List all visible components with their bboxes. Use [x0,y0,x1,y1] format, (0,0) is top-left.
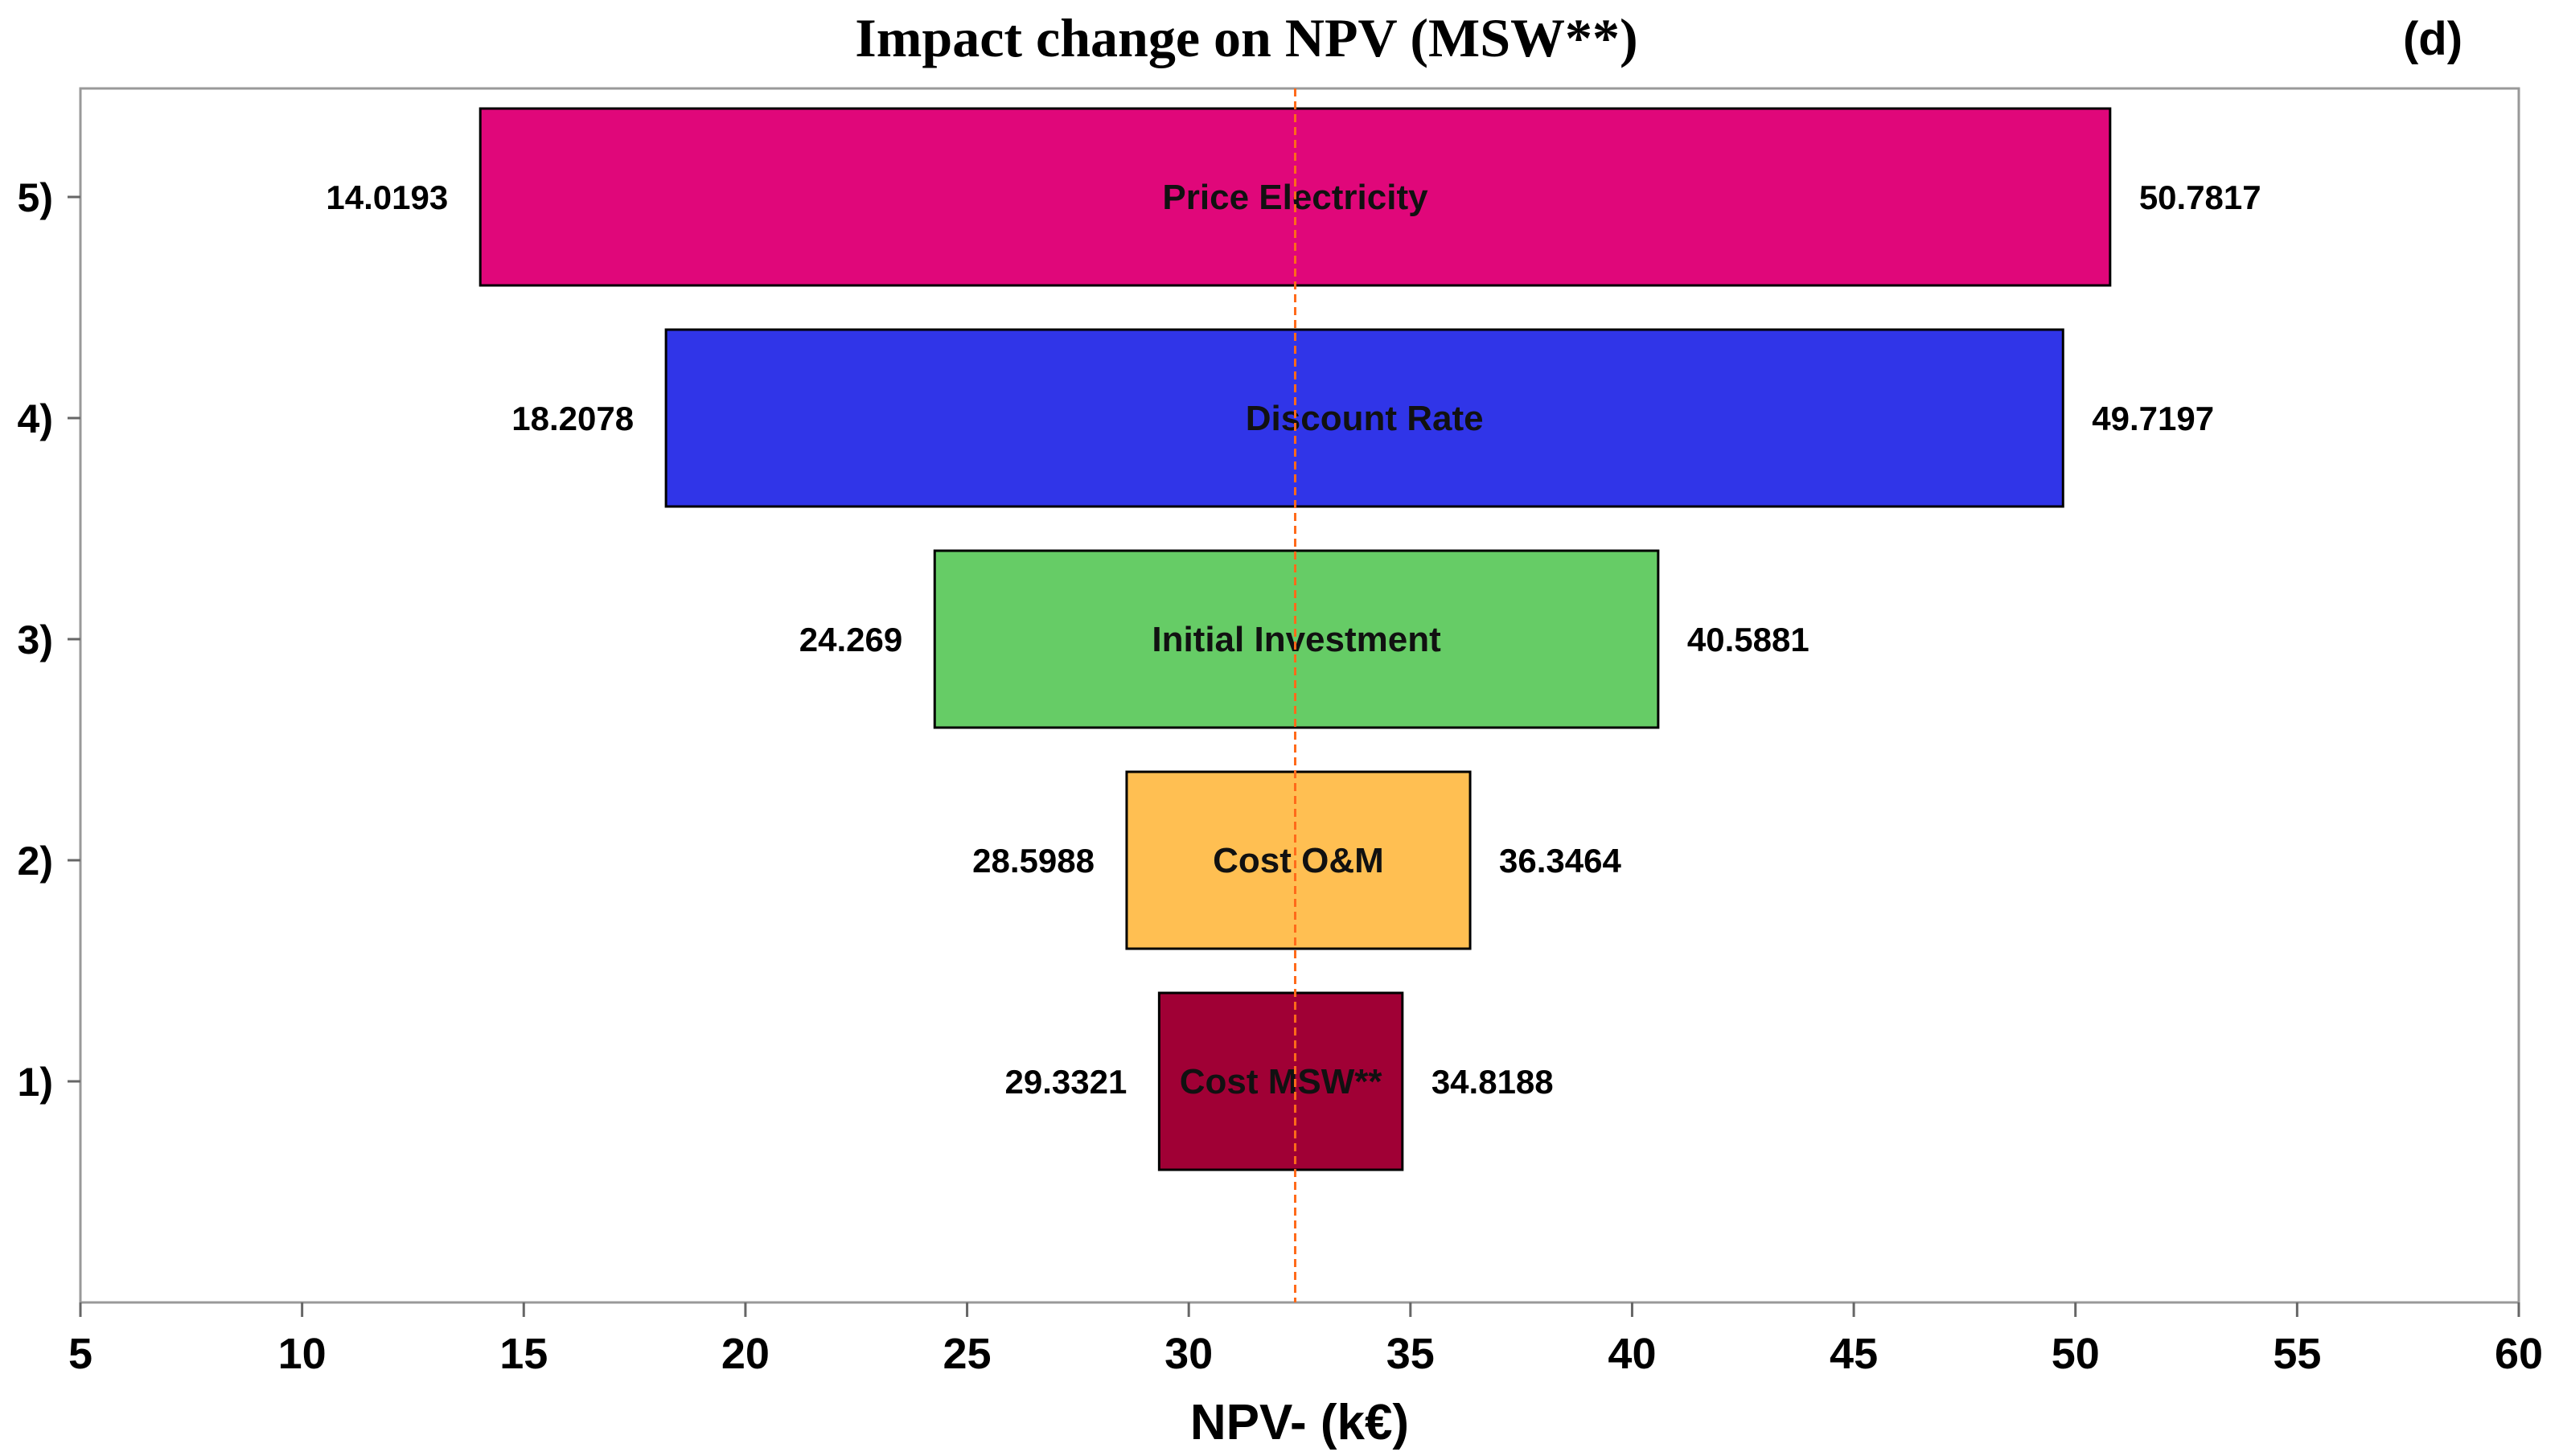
bar-3 [933,549,1660,729]
bar-name-label: Discount Rate [1246,399,1484,438]
plot-area [79,87,2520,1304]
bar-name-label: Initial Investment [1152,620,1441,659]
low-value-label: 24.269 [799,621,902,658]
high-value-label: 40.5881 [1687,621,1809,658]
x-tick-label: 15 [499,1330,548,1378]
high-value-label: 36.3464 [1499,842,1621,880]
x-tick-label: 40 [1608,1330,1656,1378]
x-tick-label: 60 [2495,1330,2543,1378]
panel-label: (d) [2403,13,2462,65]
low-value-label: 28.5988 [972,842,1095,880]
low-value-label: 14.0193 [326,178,448,216]
x-tick-label: 5 [68,1330,92,1378]
x-axis: 5 10 15 20 25 30 35 40 45 50 55 60 [68,1302,2543,1378]
y-tick-label: 4) [18,396,53,441]
x-tick-label: 45 [1830,1330,1878,1378]
high-value-label: 34.8188 [1431,1063,1554,1101]
y-tick-label: 2) [18,839,53,884]
x-tick-label: 55 [2273,1330,2321,1378]
high-value-label: 50.7817 [2139,178,2261,216]
y-axis: 5) 4) 3) 2) 1) [18,175,80,1105]
x-tick-label: 50 [2052,1330,2100,1378]
bar-5 [1157,991,1404,1171]
low-value-label: 18.2078 [511,400,634,437]
bar-4 [1125,770,1472,950]
high-value-label: 49.7197 [2092,400,2214,437]
y-tick-label: 1) [18,1060,53,1105]
x-tick-label: 10 [278,1330,327,1378]
bar-name-label: Cost O&M [1213,841,1384,880]
y-tick-label: 3) [18,617,53,662]
x-tick-label: 25 [943,1330,992,1378]
low-value-label: 29.3321 [1005,1063,1128,1101]
x-tick-label: 35 [1386,1330,1435,1378]
x-tick-label: 30 [1164,1330,1213,1378]
x-axis-label: NPV- (k€) [1190,1395,1409,1450]
chart-title: Impact change on NPV (MSW**) [855,7,1637,68]
x-tick-label: 20 [721,1330,770,1378]
bar-2 [664,328,2064,508]
bar-name-label: Cost MSW** [1180,1062,1383,1101]
y-tick-label: 5) [18,175,53,220]
